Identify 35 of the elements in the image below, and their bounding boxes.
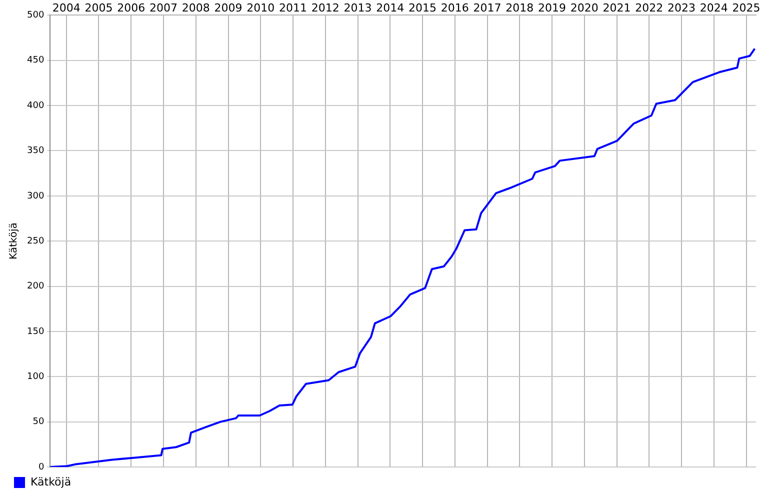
x-tick-label: 2008: [182, 1, 210, 14]
y-tick-label: 400: [26, 100, 44, 111]
x-tick-label: 2006: [117, 1, 146, 14]
y-tick-label: 0: [38, 462, 44, 472]
y-tick-label: 500: [26, 10, 44, 21]
x-tick-label: 2013: [344, 1, 372, 14]
x-tick-label: 2025: [732, 1, 760, 14]
x-tick-label: 2023: [668, 1, 696, 14]
y-tick-label: 200: [26, 282, 44, 292]
x-tick-label: 2024: [700, 1, 728, 14]
x-tick-label: 2011: [279, 1, 308, 14]
y-tick-label: 250: [26, 236, 44, 246]
x-tick-label: 2018: [506, 1, 534, 14]
legend-label: Kätköjä: [30, 475, 72, 488]
y-tick-label: 300: [26, 191, 44, 202]
x-tick-label: 2007: [150, 1, 178, 14]
x-tick-label: 2015: [408, 1, 437, 14]
x-tick-label: 2005: [84, 1, 113, 14]
x-tick-label: 2012: [311, 1, 340, 14]
y-tick-label: 50: [32, 417, 44, 428]
x-tick-label: 2017: [473, 1, 502, 14]
x-tick-label: 2016: [440, 1, 469, 14]
y-tick-label: 150: [26, 326, 44, 337]
x-tick-label: 2021: [602, 1, 631, 14]
x-tick-label: 2004: [52, 1, 80, 14]
y-axis-title: Kätköjä: [8, 222, 20, 260]
x-tick-label: 2009: [214, 1, 242, 14]
y-tick-label: 450: [26, 56, 44, 66]
x-tick-label: 2010: [246, 1, 275, 14]
x-tick-label: 2014: [376, 1, 404, 14]
y-tick-label: 350: [26, 146, 44, 156]
y-tick-label: 100: [26, 372, 44, 382]
x-tick-label: 2020: [570, 1, 598, 14]
x-tick-label: 2019: [538, 1, 566, 14]
x-tick-label: 2022: [635, 1, 664, 14]
